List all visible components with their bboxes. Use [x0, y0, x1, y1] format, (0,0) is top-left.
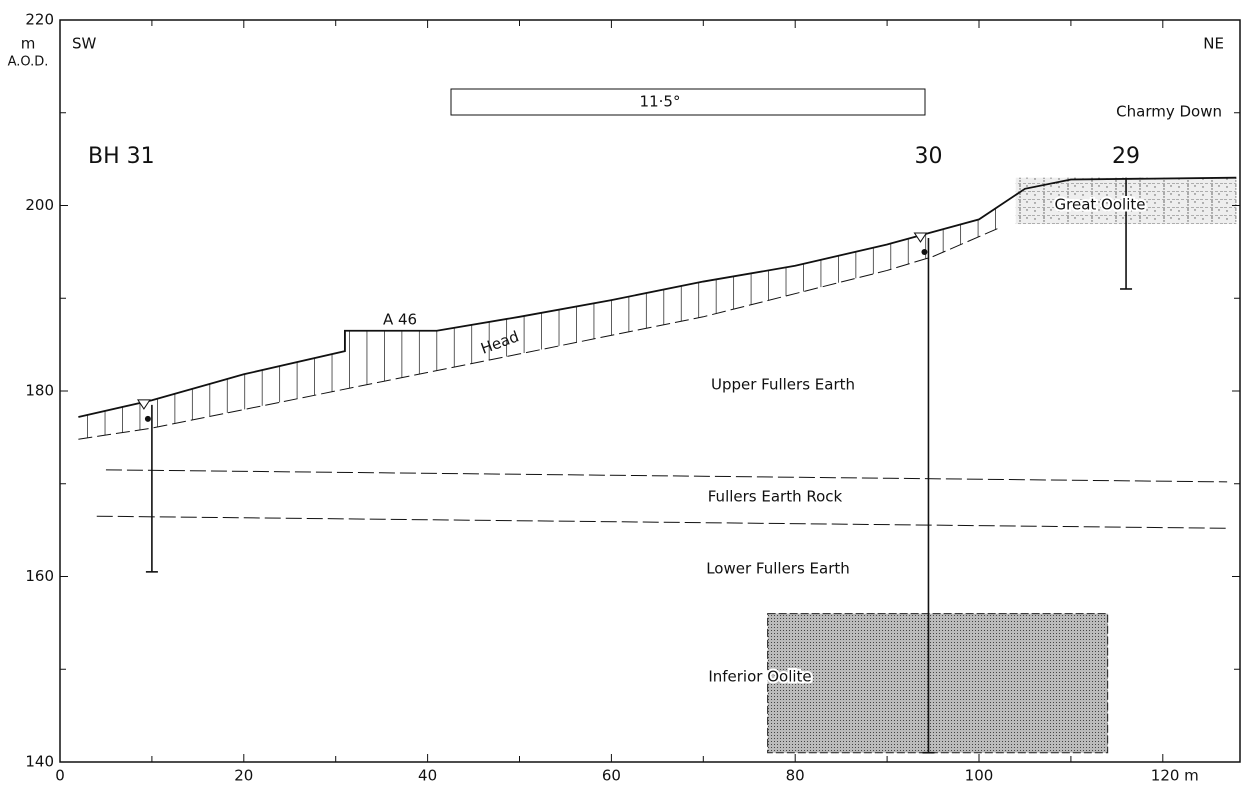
y-datum: A.O.D.: [8, 55, 49, 70]
y-tick-label: 200: [25, 196, 54, 214]
unit-label: Great Oolite: [1055, 196, 1146, 214]
water-dot: [145, 416, 151, 422]
unit-label: Upper Fullers Earth: [711, 376, 855, 394]
unit-label: Lower Fullers Earth: [706, 560, 850, 578]
x-tick-label: 120 m: [1151, 767, 1199, 785]
borehole-name: 29: [1112, 144, 1140, 169]
head-base: [78, 229, 997, 440]
direction: SW: [72, 35, 97, 53]
y-tick-label: 220: [25, 11, 54, 29]
rock-top: [106, 470, 1227, 482]
inferior-oolite: [768, 614, 1108, 753]
rock-base: [97, 516, 1227, 528]
water-dot: [921, 249, 927, 255]
place: Charmy Down: [1116, 103, 1222, 121]
borehole-name: BH 31: [88, 144, 155, 169]
unit-label: Inferior Oolite: [708, 668, 811, 686]
road: [345, 331, 437, 351]
direction: NE: [1203, 35, 1224, 53]
dip-bar: [451, 89, 925, 115]
y-unit: m: [21, 35, 36, 53]
unit-label: Fullers Earth Rock: [708, 488, 843, 506]
y-tick-label: 180: [25, 382, 54, 400]
x-tick-label: 40: [418, 767, 437, 785]
section: m A.O.D. SW NE Charmy Down 0 20 40 60 80 100 1…: [0, 0, 1243, 786]
road-label: A 46: [383, 311, 417, 329]
unit-label: Head: [478, 327, 521, 357]
y-tick-label: 140: [25, 753, 54, 771]
borehole-name: 30: [914, 144, 942, 169]
x-tick-label: 80: [786, 767, 805, 785]
y-tick-label: 160: [25, 567, 54, 585]
dip-label: 11·5°: [640, 93, 681, 111]
x-tick-label: 100: [965, 767, 994, 785]
water-level: [914, 233, 926, 242]
x-tick-label: 0: [55, 767, 65, 785]
x-tick-label: 20: [234, 767, 253, 785]
x-tick-label: 60: [602, 767, 621, 785]
